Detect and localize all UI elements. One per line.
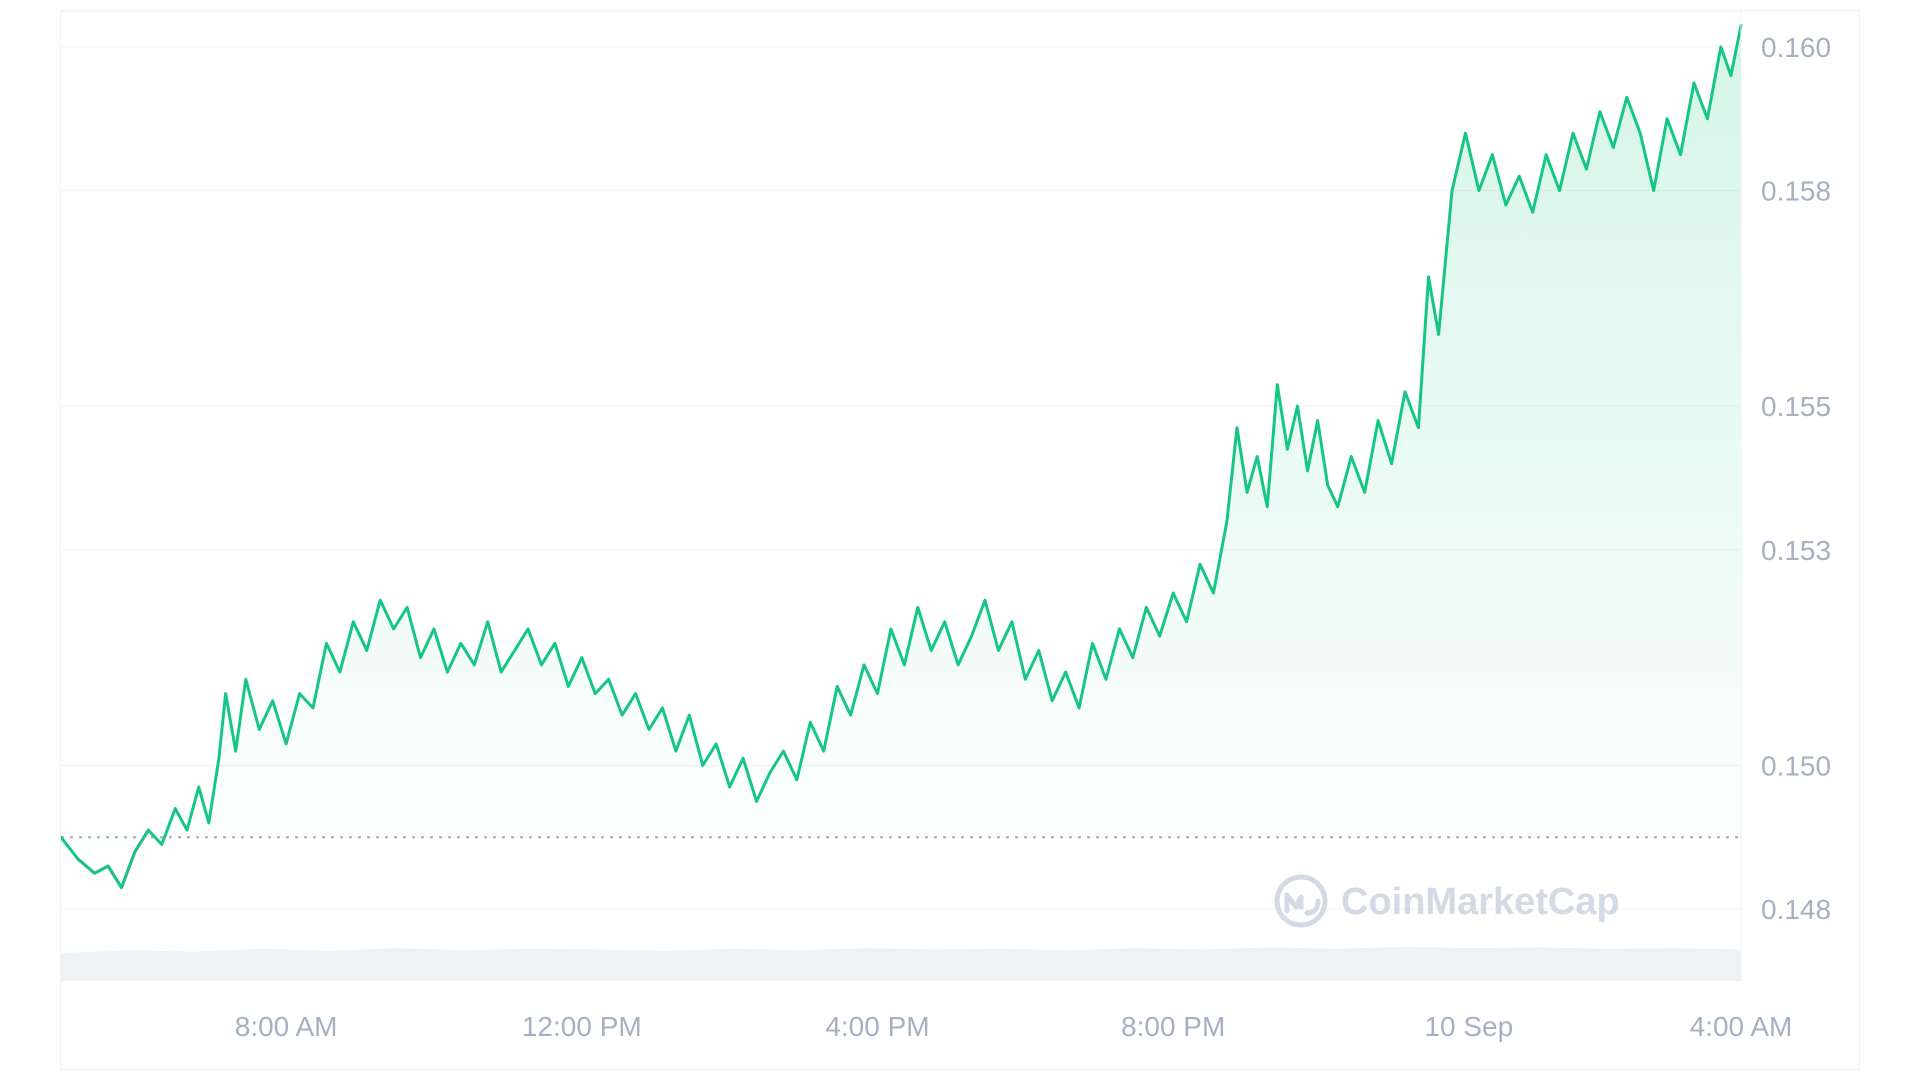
price-chart: 0.148 0.150 0.153 0.155 0.158 0.160 8:00 AM 12:…	[60, 10, 1860, 1070]
y-axis-label: 0.153	[1761, 535, 1831, 566]
y-axis-label: 0.160	[1761, 32, 1831, 63]
volume-area	[61, 947, 1741, 981]
y-axis-label: 0.150	[1761, 750, 1831, 781]
x-axis-label: 10 Sep	[1424, 1011, 1513, 1042]
x-axis-label: 8:00 PM	[1121, 1011, 1225, 1042]
chart-svg: 0.148 0.150 0.153 0.155 0.158 0.160 8:00 AM 12:…	[61, 11, 1861, 1071]
y-axis-label: 0.148	[1761, 894, 1831, 925]
watermark-text: CoinMarketCap	[1341, 881, 1620, 923]
y-axis-label: 0.155	[1761, 391, 1831, 422]
x-axis-label: 4:00 PM	[825, 1011, 929, 1042]
price-area-fill	[61, 25, 1741, 887]
x-axis-label: 4:00 AM	[1690, 1011, 1793, 1042]
y-axis-label: 0.158	[1761, 176, 1831, 207]
watermark: CoinMarketCap	[1277, 877, 1620, 925]
x-axis-label: 12:00 PM	[522, 1011, 642, 1042]
x-axis-label: 8:00 AM	[235, 1011, 338, 1042]
